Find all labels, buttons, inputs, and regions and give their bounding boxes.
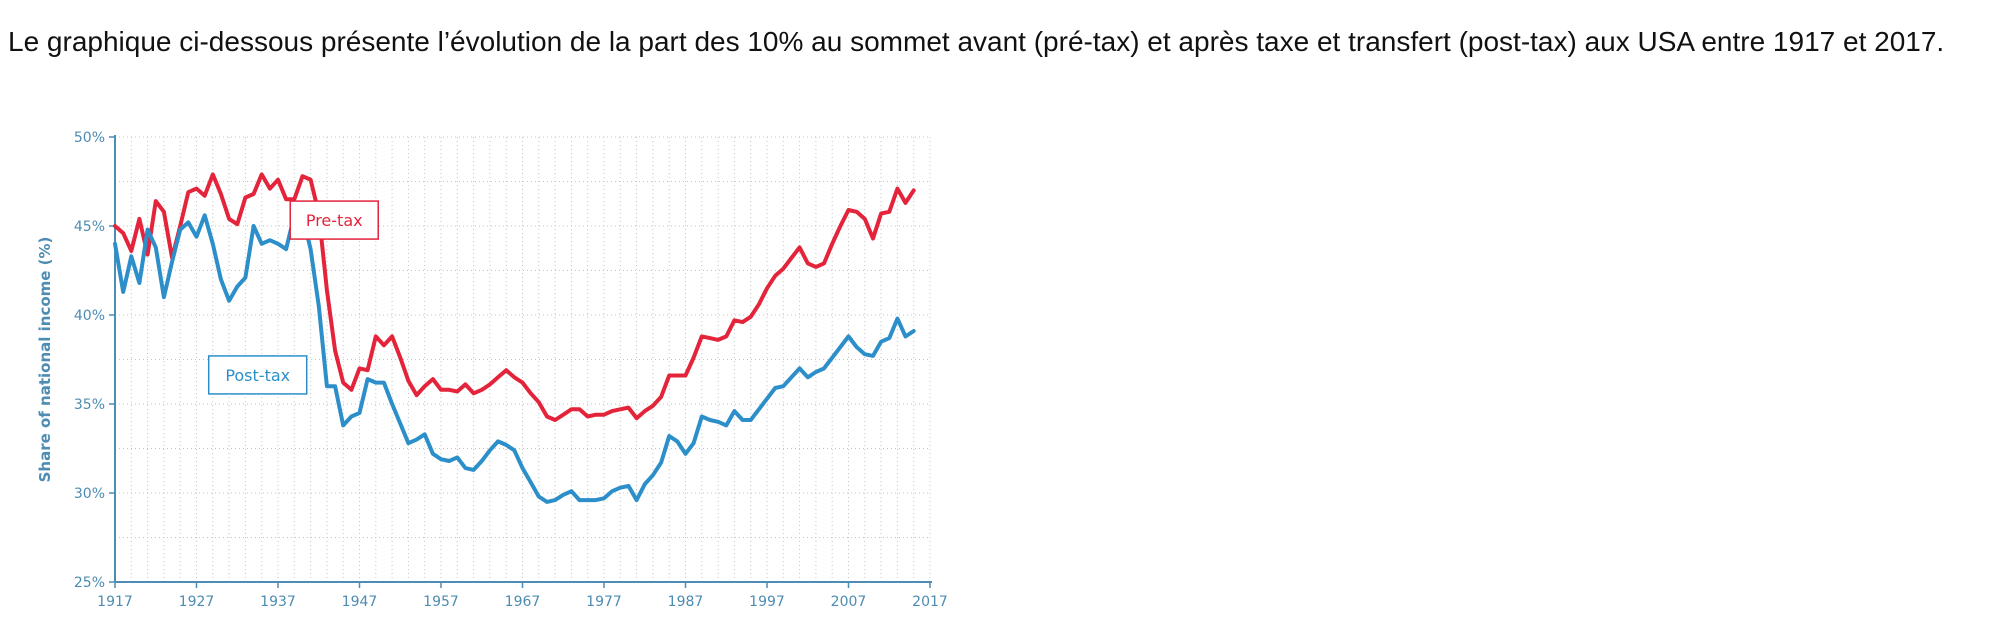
series-line-pre-tax	[113, 172, 916, 422]
x-tick-label: 1967	[505, 594, 541, 610]
chart-series	[113, 172, 916, 504]
series-label-post-tax: Post-tax	[207, 355, 308, 395]
series-label-text: Pre-tax	[306, 211, 363, 230]
x-tick-label: 2007	[831, 594, 867, 610]
y-tick-label: 45%	[74, 219, 105, 235]
x-tick-label: 1937	[260, 594, 296, 610]
y-tick-label: 40%	[74, 308, 105, 324]
x-tick-label: 2017	[912, 594, 948, 610]
income-share-line-chart: 25% 30% 35% 40% 45% 50% 1917 1927 1937 1947 1957 19…	[36, 130, 948, 610]
series-label-text: Post-tax	[225, 366, 290, 385]
x-tick-label: 1987	[668, 594, 704, 610]
y-tick-label: 30%	[74, 486, 105, 502]
y-tick-label: 50%	[74, 130, 105, 146]
x-tick-label: 1957	[423, 594, 459, 610]
x-tick-label: 1997	[749, 594, 785, 610]
x-tick-label: 1927	[179, 594, 215, 610]
y-axis-title: Share of national income (%)	[36, 237, 54, 483]
y-tick-label: 25%	[74, 575, 105, 591]
x-tick-label: 1977	[586, 594, 622, 610]
series-label-box	[289, 200, 379, 240]
y-tick-label: 35%	[74, 397, 105, 413]
x-tick-label: 1947	[342, 594, 378, 610]
intro-paragraph: Le graphique ci-dessous présente l’évolu…	[8, 26, 1945, 57]
x-tick-label: 1917	[97, 594, 133, 610]
chart-axes: 25% 30% 35% 40% 45% 50% 1917 1927 1937 1947 1957 19…	[36, 130, 948, 610]
series-label-pre-tax: Pre-tax	[289, 200, 379, 240]
series-label-box	[207, 355, 308, 395]
series-line-post-tax	[113, 213, 916, 504]
chart-labels: Pre-tax Post-tax	[207, 200, 379, 395]
